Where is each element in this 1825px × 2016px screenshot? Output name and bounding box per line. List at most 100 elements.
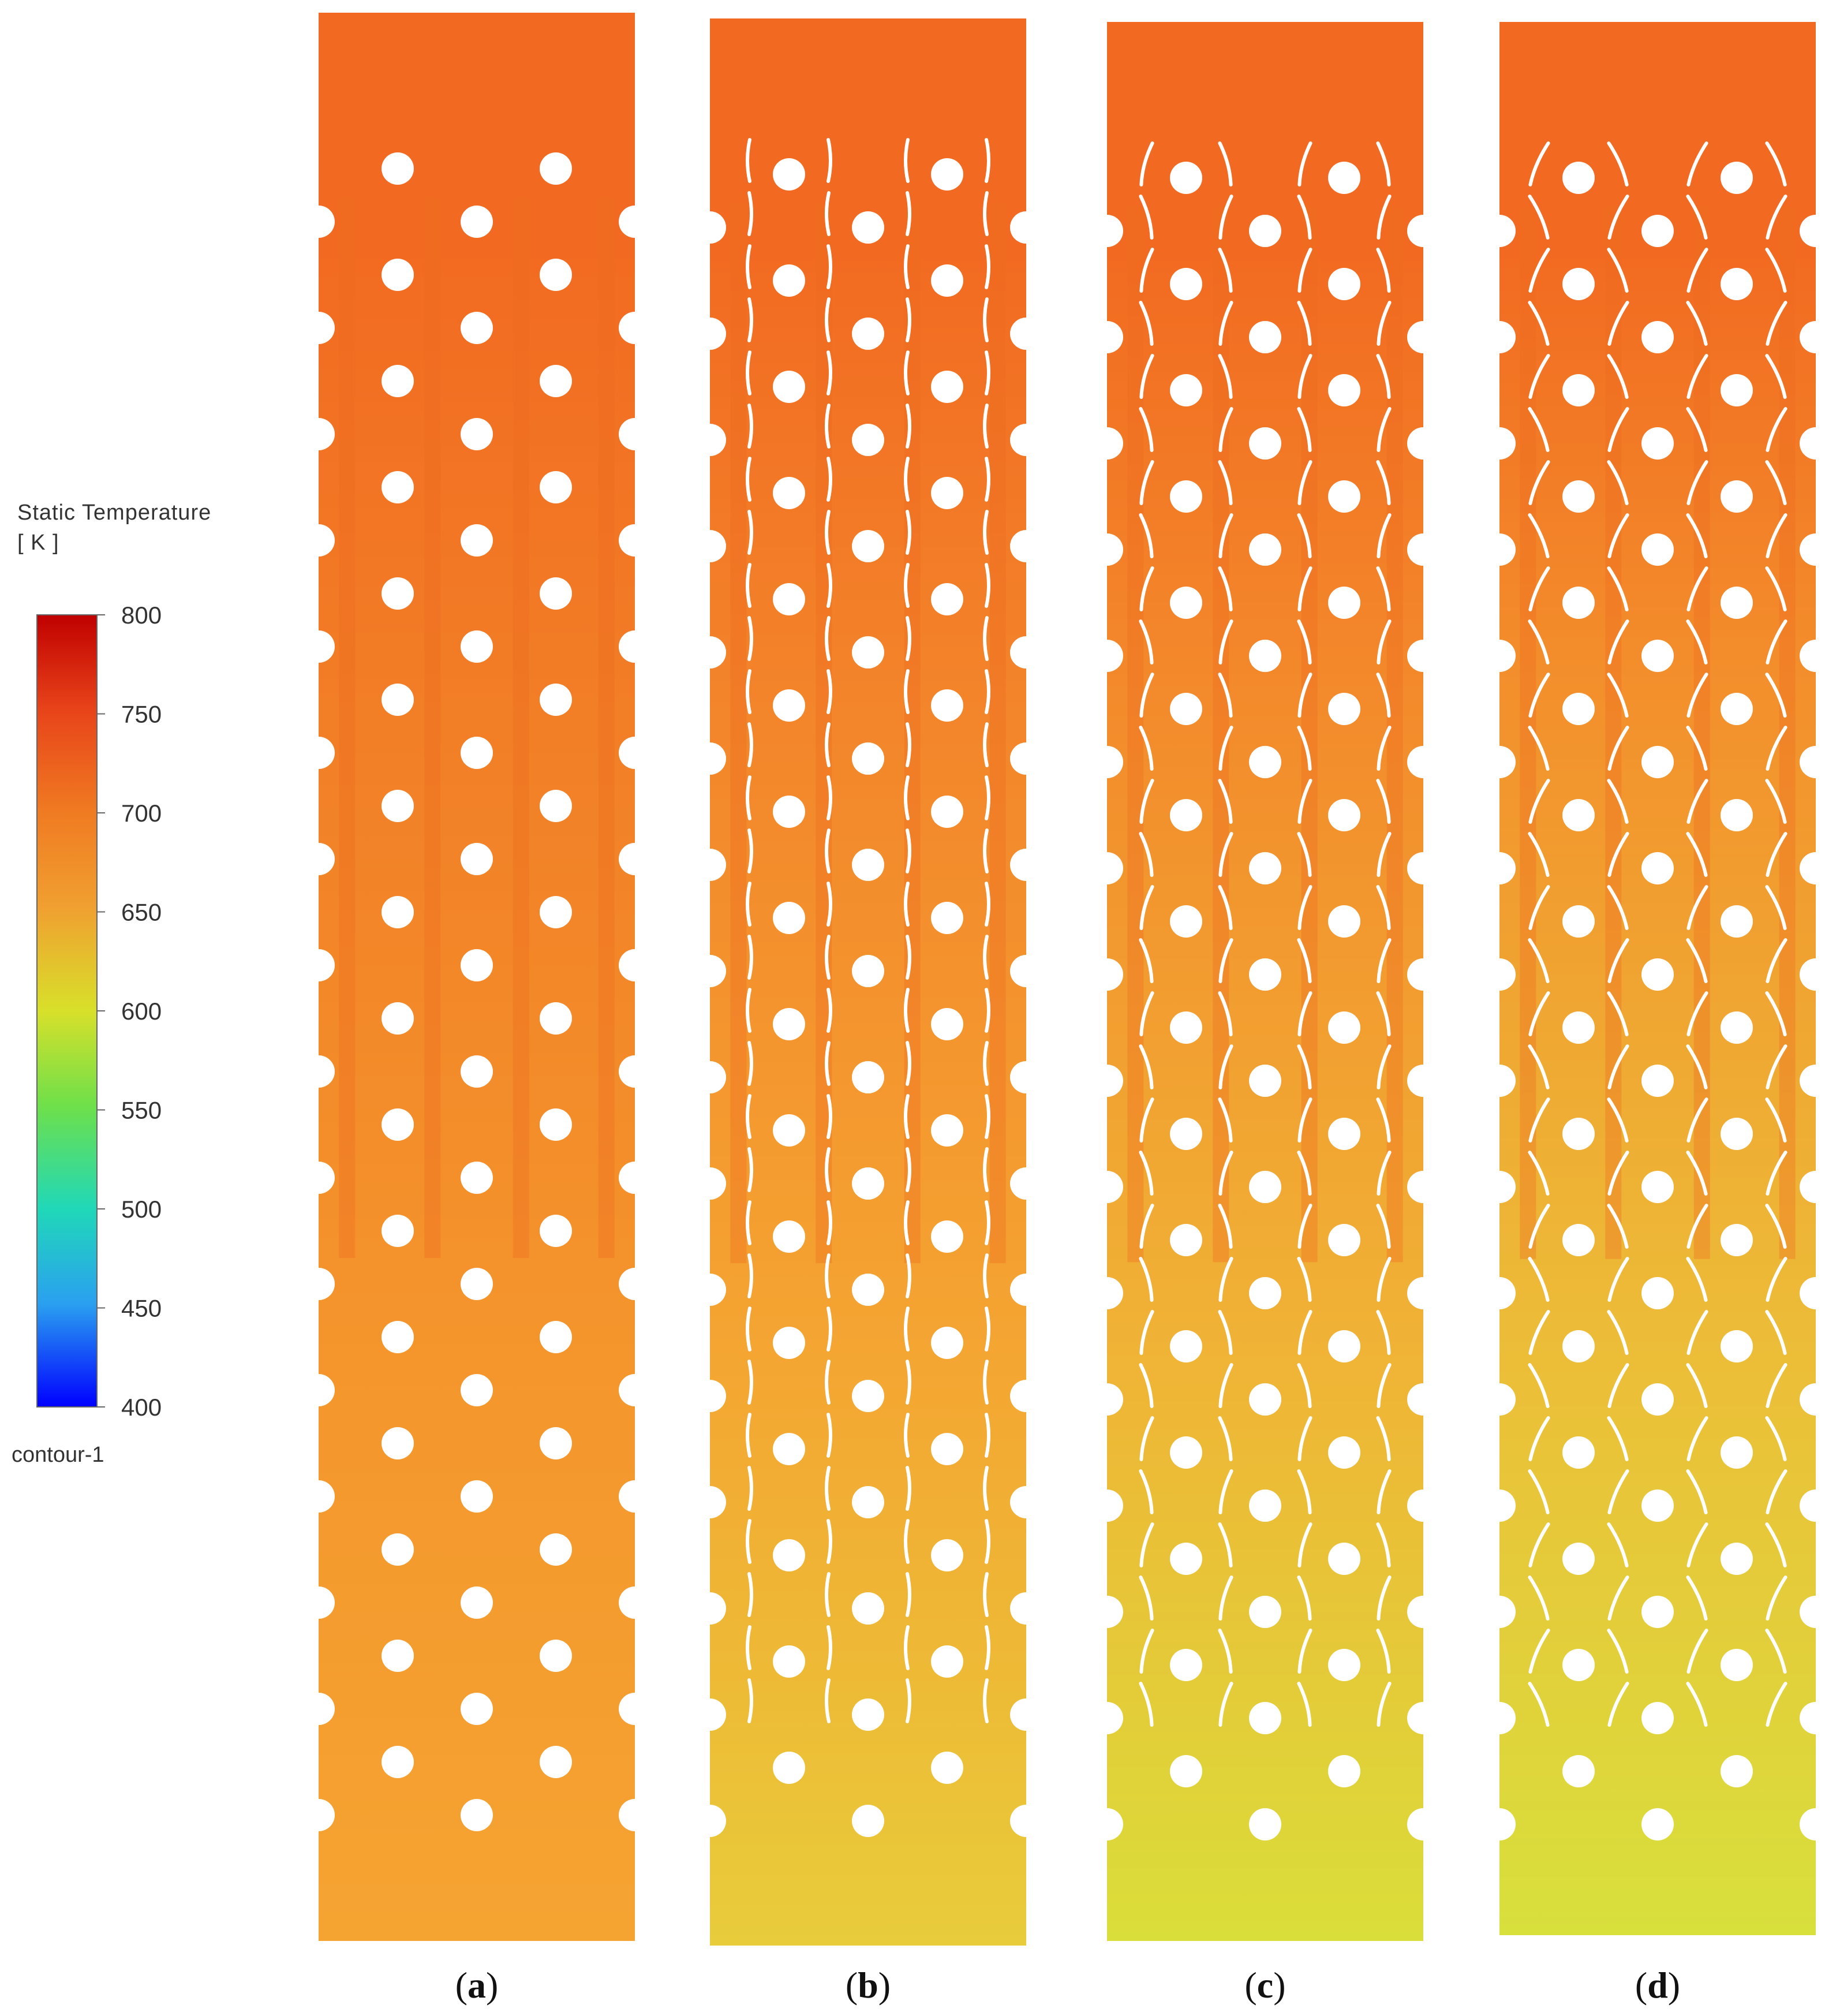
baffle-arc — [747, 1041, 753, 1086]
baffle-arc — [1766, 619, 1787, 664]
tube-hole — [1010, 955, 1042, 987]
tube-hole — [619, 1480, 651, 1513]
baffle-arc — [1139, 938, 1154, 983]
tube-hole — [1407, 1171, 1439, 1203]
colorbar-tick-label: 750 — [121, 701, 162, 728]
tube-hole — [1721, 268, 1753, 300]
tube-hole — [1170, 799, 1202, 831]
baffle-arc — [1297, 566, 1312, 611]
tube-hole — [1641, 1702, 1674, 1734]
tube-hole — [931, 796, 963, 828]
tube-hole — [619, 1799, 651, 1831]
tube-hole — [852, 530, 884, 562]
tube-hole — [540, 471, 572, 503]
tube-hole — [773, 689, 805, 722]
baffle-arc — [1297, 1469, 1312, 1514]
baffle-arc — [1686, 991, 1708, 1036]
tube-hole — [773, 1327, 805, 1359]
baffle-arc — [1607, 1629, 1629, 1674]
baffle-arc — [747, 722, 753, 767]
baffle-arc — [1766, 301, 1787, 346]
tube-hole — [1328, 162, 1360, 194]
baffle-arc — [1139, 566, 1154, 611]
baffle-arc — [1139, 1576, 1154, 1621]
tube-hole — [852, 1486, 884, 1518]
tube-hole — [931, 477, 963, 509]
baffle-arc — [1139, 407, 1154, 452]
baffle-arc — [827, 457, 832, 502]
baffle-arc — [1686, 195, 1708, 240]
baffle-arc — [1297, 1310, 1312, 1355]
baffle-arc — [1765, 1416, 1787, 1461]
tube-hole — [773, 371, 805, 403]
tube-hole — [1010, 1486, 1042, 1518]
tube-hole — [1249, 640, 1281, 672]
tube-hole — [1721, 693, 1753, 725]
baffle-arc — [747, 297, 753, 342]
baffle-arc — [1376, 1522, 1391, 1567]
tube-hole — [1249, 427, 1281, 460]
baffle-arc — [1218, 1629, 1233, 1674]
colorbar-tick-label: 600 — [121, 998, 162, 1025]
tube-hole — [1721, 480, 1753, 513]
baffle-arc — [1607, 141, 1629, 186]
baffle-arc — [1528, 248, 1550, 293]
tube-hole — [852, 1274, 884, 1306]
tube-hole — [302, 1693, 335, 1725]
baffle-arc — [904, 1306, 910, 1352]
tube-hole — [1562, 1118, 1595, 1150]
tube-hole — [540, 1215, 572, 1247]
baffle-arc — [1218, 1363, 1233, 1408]
baffle-arc — [1686, 1097, 1708, 1143]
baffle-arc — [1139, 513, 1154, 558]
tube-hole — [1407, 215, 1439, 247]
baffle-arc — [827, 1094, 832, 1139]
tube-hole — [1091, 852, 1123, 884]
baffle-arc — [1686, 1044, 1708, 1089]
baffle-arc — [906, 1572, 911, 1617]
baffle-arc — [904, 988, 910, 1033]
baffle-arc — [1139, 1469, 1154, 1514]
baffle-arc — [1528, 726, 1550, 771]
baffle-arc — [1686, 1416, 1708, 1461]
baffle-arc — [906, 510, 911, 555]
baffle-arc — [1528, 460, 1550, 505]
tube-hole — [619, 1693, 651, 1725]
baffle-arc — [904, 1200, 910, 1245]
baffle-arc — [1377, 407, 1392, 452]
tube-hole — [1721, 1330, 1753, 1362]
baffle-arc — [1528, 301, 1550, 346]
tube-hole — [1721, 374, 1753, 406]
tube-hole — [1170, 587, 1202, 619]
baffle-arc — [1765, 1204, 1787, 1249]
baffle-arc — [1766, 1257, 1787, 1302]
baffle-arc — [983, 828, 989, 873]
tube-hole — [1562, 268, 1595, 300]
tube-hole — [931, 583, 963, 615]
tube-hole — [1010, 1274, 1042, 1306]
baffle-arc — [1218, 1151, 1233, 1196]
baffle-arc — [1139, 991, 1154, 1036]
tube-hole — [1328, 693, 1360, 725]
baffle-arc — [985, 457, 990, 502]
baffle-arc — [1607, 1363, 1629, 1408]
baffle-arc — [746, 1519, 751, 1564]
tube-hole — [1170, 1649, 1202, 1681]
baffle-arc — [985, 669, 990, 714]
colorbar-tick-label: 700 — [121, 800, 162, 827]
tube-hole — [1010, 1380, 1042, 1412]
tube-hole — [382, 1108, 414, 1141]
baffle-arc — [985, 1200, 990, 1245]
tube-hole — [619, 737, 651, 769]
baffle-arc — [1139, 248, 1154, 293]
baffle-arc — [1139, 354, 1154, 399]
baffle-arc — [904, 457, 910, 502]
tube-hole — [1328, 1543, 1360, 1575]
tube-hole — [1407, 1702, 1439, 1734]
tube-hole — [1483, 1489, 1516, 1522]
baffle-arc — [1297, 513, 1312, 558]
tube-hole — [461, 418, 493, 450]
tube-hole — [852, 1805, 884, 1837]
tube-hole — [1091, 1277, 1123, 1309]
